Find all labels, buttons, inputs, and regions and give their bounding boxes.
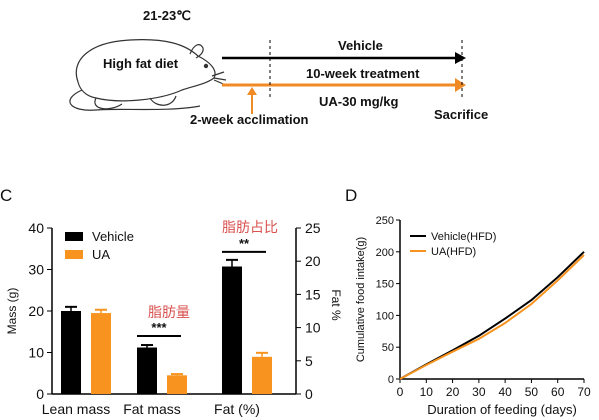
series-line bbox=[399, 251, 585, 380]
bar bbox=[137, 347, 157, 394]
y-tick-label: 250 bbox=[376, 215, 394, 227]
y-tick-label: 150 bbox=[376, 279, 394, 291]
y-tick-label: 200 bbox=[376, 247, 394, 259]
bar bbox=[61, 311, 81, 394]
x-tick-label: 40 bbox=[498, 385, 512, 399]
x-axis-label: Duration of feeding (days) bbox=[427, 402, 577, 417]
legend-label: Vehicle bbox=[92, 229, 134, 244]
series-line bbox=[399, 254, 585, 380]
x-tick-label: 70 bbox=[577, 385, 591, 399]
bar bbox=[91, 313, 111, 394]
y-tick-label: 0 bbox=[388, 374, 394, 386]
y-tick-label: 50 bbox=[382, 342, 394, 354]
treatment-label: 10-week treatment bbox=[306, 66, 420, 81]
y-tick-label: 0 bbox=[36, 386, 44, 402]
x-tick-label: 20 bbox=[446, 385, 460, 399]
sig-label-fat-pct: ** bbox=[239, 236, 250, 251]
x-tick-label: 0 bbox=[397, 385, 404, 399]
y-axis-label: Mass (g) bbox=[5, 288, 19, 335]
diet-label: High fat diet bbox=[103, 56, 179, 71]
legend-swatch bbox=[65, 232, 83, 241]
sacrifice-label: Sacrifice bbox=[434, 107, 489, 122]
y2-tick-label: 25 bbox=[305, 220, 321, 236]
dose-label: UA-30 mg/kg bbox=[319, 94, 399, 109]
panel-c-letter: C bbox=[0, 186, 13, 205]
fat-mass-annotation: 脂肪量 bbox=[148, 304, 190, 320]
legend-label: UA bbox=[92, 247, 110, 262]
y2-tick-label: 15 bbox=[305, 286, 321, 302]
y-axis-label: Cumulative food intake(g) bbox=[355, 237, 367, 362]
legend-swatch bbox=[65, 250, 83, 259]
y2-tick-label: 0 bbox=[305, 386, 313, 402]
temperature-label: 21-23℃ bbox=[143, 8, 191, 23]
rat-illustration bbox=[69, 39, 229, 111]
legend-label: UA(HFD) bbox=[431, 246, 476, 258]
panel-d-letter: D bbox=[345, 186, 358, 205]
y2-axis-label: Fat % bbox=[329, 289, 343, 321]
bar bbox=[167, 375, 187, 394]
y2-tick-label: 20 bbox=[305, 253, 321, 269]
x-tick-label: Lean mass bbox=[42, 401, 110, 417]
y2-tick-label: 5 bbox=[305, 353, 313, 369]
y-tick-label: 10 bbox=[28, 345, 44, 361]
y-tick-label: 40 bbox=[28, 220, 44, 236]
vehicle-label: Vehicle bbox=[338, 38, 383, 53]
x-tick-label: 10 bbox=[420, 385, 434, 399]
acclimation-label: 2-week acclimation bbox=[190, 112, 309, 127]
x-tick-label: 60 bbox=[551, 385, 565, 399]
fat-percent-annotation: 脂肪占比 bbox=[222, 219, 278, 235]
bar bbox=[252, 356, 272, 394]
bar bbox=[222, 266, 242, 394]
y-tick-label: 30 bbox=[28, 262, 44, 278]
x-tick-label: 30 bbox=[472, 385, 486, 399]
x-tick-label: 50 bbox=[525, 385, 539, 399]
x-tick-label: Fat mass bbox=[123, 401, 181, 417]
x-tick-label: Fat (%) bbox=[214, 401, 260, 417]
sig-label-fat-mass: *** bbox=[151, 320, 167, 335]
legend-label: Vehicle(HFD) bbox=[431, 231, 496, 243]
y-tick-label: 100 bbox=[376, 310, 394, 322]
protocol-schematic bbox=[69, 39, 466, 114]
y-tick-label: 20 bbox=[28, 303, 44, 319]
y2-tick-label: 10 bbox=[305, 320, 321, 336]
